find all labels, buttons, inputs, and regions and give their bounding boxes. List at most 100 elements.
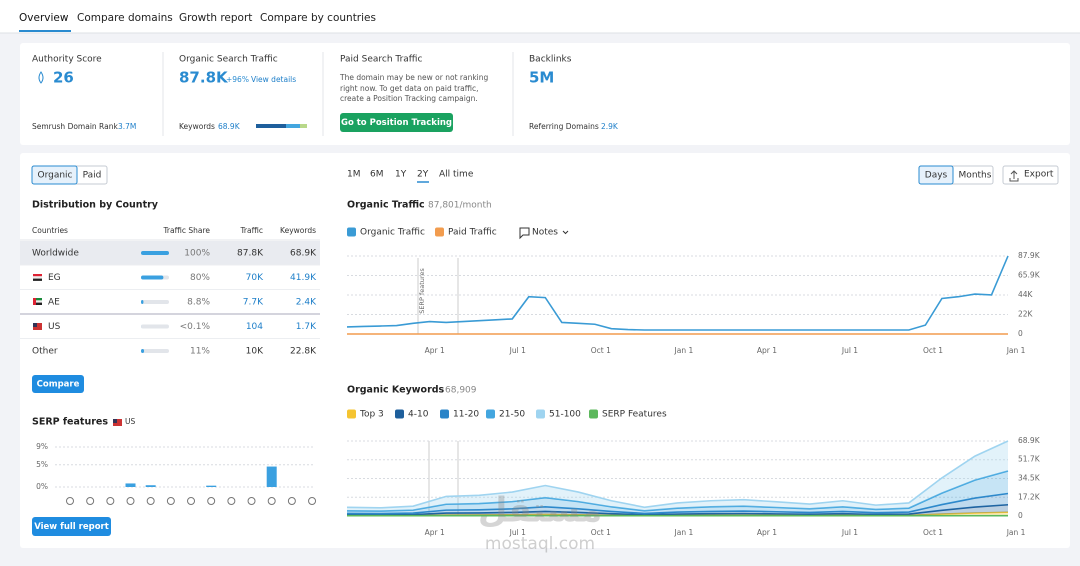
area-line [346,503,1009,516]
traffic: 10K [246,347,264,357]
button-label[interactable]: Compare [37,380,80,390]
tab[interactable]: Growth report [179,12,252,24]
legend-swatch[interactable] [589,409,598,419]
legend-swatch[interactable] [536,409,545,419]
legend-swatch[interactable] [347,227,356,237]
bar [266,466,277,487]
tab[interactable]: Compare domains [77,12,173,24]
y-tick-label: 87.9K [1018,251,1041,260]
export-button[interactable] [1002,165,1059,185]
x-tick-label: Oct 1 [591,528,611,537]
tab[interactable]: Overview [19,12,69,24]
y-tick-label: 17.2K [1018,492,1041,501]
serp-icon [227,497,236,505]
keywords: 68.9K [290,249,317,259]
period[interactable]: 1Y [395,170,407,180]
period[interactable]: 6M [370,170,384,180]
area-fill [347,471,1008,514]
legend-swatch[interactable] [486,409,495,419]
share: 11% [190,347,210,357]
serp-icon [207,497,216,505]
chart-subtitle: 87,801/month [428,201,492,211]
serp-icon [106,497,115,505]
x-tick-label: Apr 1 [425,346,445,355]
tab[interactable]: Compare by countries [260,12,376,24]
period[interactable]: 2Y [417,170,429,180]
share: <0.1% [180,322,211,332]
flag [33,298,42,305]
traffic: 7.7K [243,298,264,308]
y-tick-label: 68.9K [1018,436,1041,445]
flag [33,278,42,281]
serp-icon [308,497,317,505]
legend-label: 4-10 [408,410,429,420]
period[interactable]: 1M [347,170,361,180]
share: 80% [190,273,210,283]
flag [33,298,42,301]
flag [113,419,117,423]
link[interactable]: View details [251,75,296,84]
view-option[interactable]: Days [925,171,948,181]
change: +96% [226,75,249,84]
export-icon [1009,170,1019,182]
toggle-option[interactable]: Organic [37,171,72,181]
x-tick-label: Jul 1 [509,346,526,355]
flag [33,302,42,305]
button-label[interactable]: View full report [34,522,109,532]
share-bar [141,275,164,280]
card-title: Organic Search Traffic [179,55,278,65]
legend-label: 21-50 [499,410,525,420]
y-tick-label: 34.5K [1018,473,1041,482]
traffic: 70K [246,273,264,283]
flag [33,323,37,327]
x-tick-label: Apr 1 [757,528,777,537]
bar [145,485,156,487]
button[interactable] [32,517,111,536]
annotation: SERP features [418,268,426,314]
view-option[interactable]: Months [959,171,992,181]
area-line [346,440,1009,509]
button[interactable] [340,113,453,132]
view-active [918,165,954,185]
country: EG [48,273,61,283]
legend-swatch[interactable] [435,227,444,237]
y-tick-label: 22K [1018,309,1034,318]
chevron [562,230,569,235]
notes[interactable]: Notes [532,228,558,238]
column-header: Traffic [239,226,263,235]
share-bar [141,300,144,304]
serp-icon [66,497,74,505]
serp-icon [166,497,175,505]
serp-icon [146,497,155,505]
keywords: 41.9K [290,273,317,283]
country: AE [48,298,60,308]
tab-bar [0,0,1080,33]
legend-label: Paid Traffic [448,228,497,238]
button-label[interactable]: Go to Position Tracking [341,118,452,128]
legend-swatch[interactable] [347,409,356,419]
chart-subtitle: 68,909 [445,386,477,396]
period[interactable]: All time [439,170,474,180]
y-tick-label: 5% [36,460,48,469]
y-tick-label: 65.9K [1018,271,1041,280]
legend-swatch[interactable] [440,409,449,419]
kw-bar [300,124,307,128]
button[interactable] [32,375,84,393]
card-title: Backlinks [529,55,572,65]
country: Other [32,347,58,357]
toggle-option[interactable]: Paid [83,171,102,181]
watermark-logo: مستقل [478,491,602,531]
serp-icon [187,497,196,505]
flag [113,419,122,426]
toggle-active [31,165,78,185]
footer-label: Referring Domains [529,122,599,131]
legend-swatch[interactable] [395,409,404,419]
export[interactable]: Export [1024,170,1054,180]
x-tick-label: Oct 1 [923,528,943,537]
kw-bar [286,124,300,128]
share-track [141,349,169,353]
y-tick-label: 0 [1018,511,1023,520]
legend-label: SERP Features [602,410,667,420]
country: US [48,322,61,332]
